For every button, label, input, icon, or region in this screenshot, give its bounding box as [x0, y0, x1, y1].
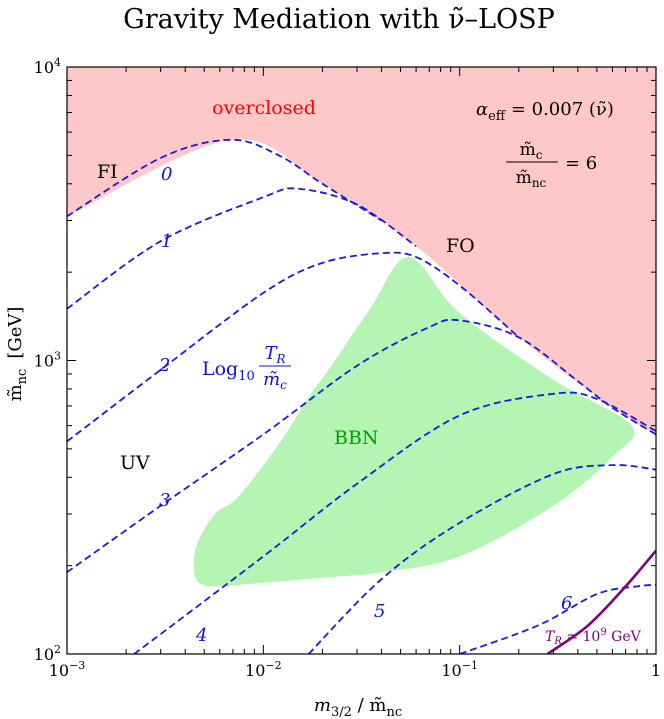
contour-line-5 [307, 464, 656, 654]
ratio-num-base: m̃ [520, 140, 536, 160]
log-numerator: TR [264, 343, 285, 366]
ratio-num-sub: c [536, 148, 543, 162]
contour-line-3 [67, 318, 656, 573]
contour-label-6: 6 [561, 593, 572, 614]
log-num-sub: R [275, 352, 285, 366]
x-tick-label: 10−3 [49, 659, 86, 680]
contour-label-2: 2 [158, 355, 170, 376]
x-label-sub: 3/2 [331, 705, 352, 719]
ratio-den-base: m̃ [516, 168, 532, 188]
contour-label-0: 0 [161, 164, 172, 185]
log-sub: 10 [238, 369, 255, 384]
x-label-main: m [314, 695, 331, 716]
log-num-base: T [264, 343, 278, 364]
fi-label: FI [97, 161, 118, 183]
ratio-value: = 6 [565, 153, 597, 174]
contour-line-2 [67, 251, 520, 443]
tr-label: TR = 109 GeV [545, 627, 642, 647]
alpha-annotation: αeff = 0.007 (ν̃) [476, 99, 614, 124]
x-label-sep: / [352, 695, 370, 716]
log-denominator: m̃c [263, 369, 287, 392]
log-den-base: m̃ [263, 369, 280, 390]
contour-line-4 [133, 391, 656, 654]
tr-sub: R [553, 636, 562, 647]
y-axis-label: m̃nc [GeV] [5, 307, 30, 402]
y-label-main: m̃ [5, 384, 26, 401]
y-tick-label: 104 [34, 56, 61, 77]
contour-label-1: 1 [161, 231, 172, 252]
tr-109-line [546, 549, 656, 654]
contour-label-4: 4 [195, 625, 207, 646]
log-annotation: Log10 [202, 358, 255, 384]
x-label-tsub: nc [386, 705, 402, 719]
contour-label-5: 5 [374, 601, 385, 622]
tr-T: T [545, 629, 556, 645]
log-den-sub: c [280, 378, 287, 392]
contour-label-3: 3 [159, 490, 170, 511]
fo-label: FO [446, 235, 475, 257]
tr-unit: GeV [607, 629, 642, 645]
x-tick-label: 1 [651, 661, 661, 680]
ratio-numerator: m̃c [520, 140, 543, 162]
y-tick-label: 102 [34, 643, 61, 664]
ratio-den-sub: nc [532, 176, 547, 190]
alpha-value: = 0.007 (ν̃) [505, 99, 614, 120]
uv-label: UV [120, 452, 150, 474]
overclosed-region [67, 67, 656, 435]
alpha-subscript: eff [488, 109, 507, 124]
x-axis-label: m3/2 / m̃nc [314, 695, 402, 719]
y-tick-label: 103 [34, 350, 61, 371]
bbn-label: BBN [334, 427, 379, 449]
contour-line-6 [459, 584, 656, 654]
tr-eq: = 10 [562, 629, 600, 645]
alpha-symbol: α [476, 99, 488, 120]
x-tick-label: 10−2 [245, 659, 282, 680]
contour-line-0 [67, 138, 382, 222]
bbn-region [193, 257, 635, 587]
ratio-denominator: m̃nc [516, 168, 547, 190]
overclosed-label: overclosed [212, 97, 316, 119]
log-base: Log [202, 358, 238, 380]
chart-title: Gravity Mediation with ν̃–LOSP [123, 4, 555, 35]
x-tick-label: 10−1 [441, 659, 478, 680]
y-label-sub: nc [15, 369, 30, 385]
tr-exp: 9 [600, 627, 606, 638]
y-label-unit: [GeV] [5, 307, 26, 359]
x-label-tilde: m̃ [369, 695, 386, 716]
